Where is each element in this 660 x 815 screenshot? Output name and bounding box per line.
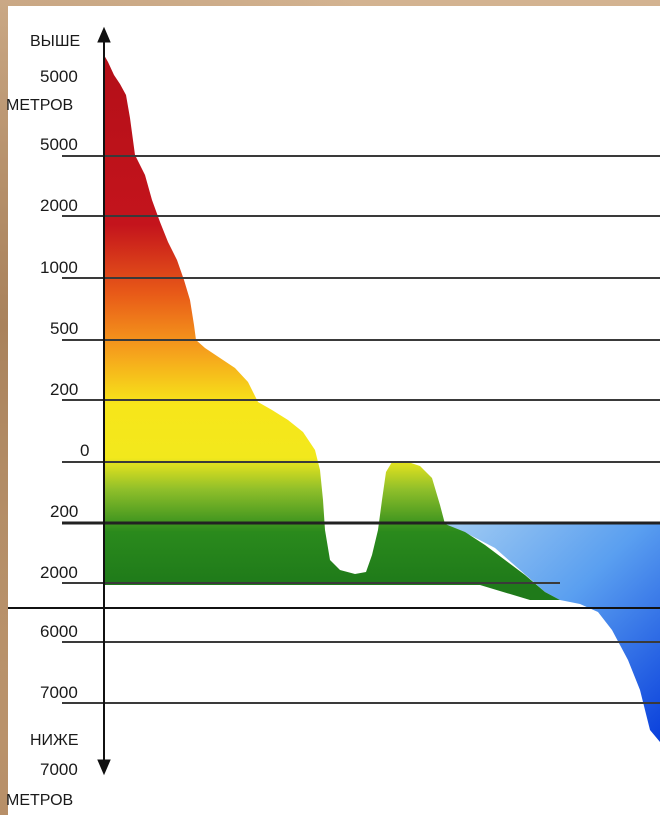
scale-label: 2000 (40, 196, 78, 215)
arrow-up-icon (97, 26, 111, 43)
above-label: ВЫШЕ (30, 33, 80, 50)
scale-label: 500 (50, 319, 78, 338)
ocean-depth-area (440, 524, 660, 742)
axis-labels: ВЫШЕ 5000 МЕТРОВ 5000 2000 1000 500 200 … (6, 33, 89, 809)
gridlines (8, 155, 660, 704)
arrow-down-icon (97, 759, 111, 776)
scale-label: 200 (50, 502, 78, 521)
scale-label: 2000 (40, 563, 78, 582)
above-unit-label: МЕТРОВ (6, 97, 73, 114)
scale-label: 6000 (40, 622, 78, 641)
below-label: НИЖЕ (30, 732, 79, 749)
below-value-label: 7000 (40, 760, 78, 779)
scale-label: 0 (80, 441, 89, 460)
scale-label: 1000 (40, 258, 78, 277)
scale-label: 7000 (40, 683, 78, 702)
scale-label: 5000 (40, 135, 78, 154)
above-value-label: 5000 (40, 67, 78, 86)
below-unit-label: МЕТРОВ (6, 792, 73, 809)
vertical-axis (97, 26, 111, 776)
land-elevation-area (104, 55, 560, 600)
scale-label: 200 (50, 380, 78, 399)
